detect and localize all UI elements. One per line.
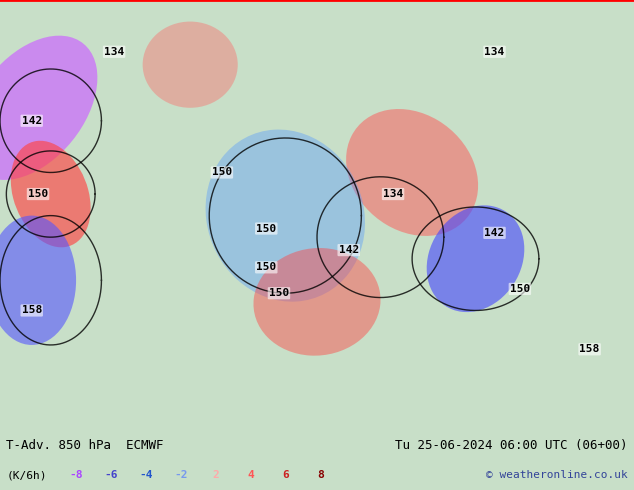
Ellipse shape [346,109,478,236]
Ellipse shape [11,141,91,247]
Text: 150: 150 [256,262,276,272]
Text: 4: 4 [247,470,254,480]
Text: T-Adv. 850 hPa  ECMWF: T-Adv. 850 hPa ECMWF [6,440,164,452]
Text: 2: 2 [212,470,219,480]
Text: 150: 150 [212,168,232,177]
Text: -4: -4 [139,470,153,480]
Ellipse shape [254,248,380,356]
Ellipse shape [143,22,238,108]
Text: 142: 142 [339,245,359,255]
Text: 150: 150 [28,189,48,199]
Text: Tu 25-06-2024 06:00 UTC (06+00): Tu 25-06-2024 06:00 UTC (06+00) [395,440,628,452]
Text: 8: 8 [317,470,323,480]
Text: 134: 134 [383,189,403,199]
Text: 134: 134 [104,47,124,57]
Text: 158: 158 [579,344,600,354]
Ellipse shape [427,205,524,312]
Text: -8: -8 [69,470,83,480]
Text: © weatheronline.co.uk: © weatheronline.co.uk [486,470,628,480]
Text: 150: 150 [269,288,289,298]
Text: 142: 142 [22,116,42,126]
Text: 134: 134 [484,47,505,57]
Ellipse shape [0,216,76,345]
Text: 6: 6 [282,470,288,480]
Text: -6: -6 [104,470,118,480]
Text: 158: 158 [22,305,42,316]
Ellipse shape [0,36,98,180]
Ellipse shape [205,129,365,302]
Text: 150: 150 [256,223,276,234]
Text: 142: 142 [484,228,505,238]
Text: -2: -2 [174,470,188,480]
Text: (K/6h): (K/6h) [6,470,47,480]
Text: 150: 150 [510,284,530,294]
